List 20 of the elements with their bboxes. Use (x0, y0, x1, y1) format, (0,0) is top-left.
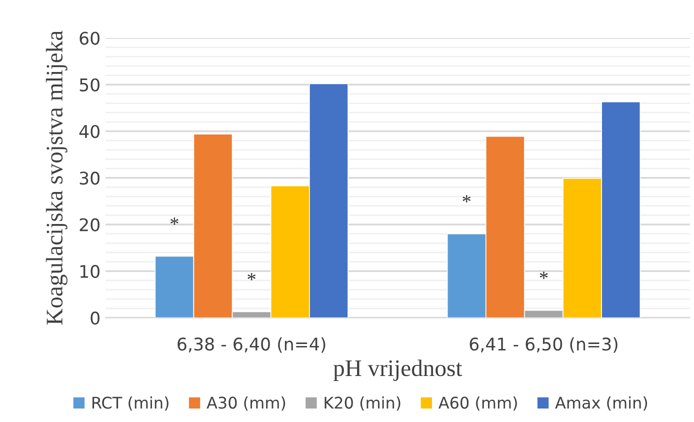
y-tick-label: 40 (79, 124, 100, 138)
y-tick-label: 10 (80, 264, 100, 278)
y-tick-label: 30 (80, 172, 100, 185)
y-tick-label: 0 (90, 311, 100, 325)
legend-label: A60 (mm) (438, 396, 517, 411)
data-label: * (248, 273, 256, 280)
data-label: * (540, 272, 548, 279)
legend-label: RCT (min) (92, 396, 168, 411)
y-tick-label: 20 (80, 218, 100, 232)
data-label: * (462, 195, 471, 202)
data-label: * (170, 218, 178, 225)
y-axis-title: Koagulacijska svojstva mlijeka (46, 30, 68, 325)
legend-label: Amax (min) (555, 396, 648, 411)
x-tick-label: 6,41 - 6,50 (n=3) (470, 337, 618, 353)
y-tick-label: 50 (80, 78, 100, 92)
legend-label: A30 (mm) (206, 396, 286, 411)
x-axis-title: pH vrijednost (333, 360, 462, 381)
legend-label: K20 (min) (324, 396, 400, 411)
y-tick-label: 60 (80, 32, 100, 45)
x-tick-label: 6,38 - 6,40 (n=4) (178, 337, 326, 353)
